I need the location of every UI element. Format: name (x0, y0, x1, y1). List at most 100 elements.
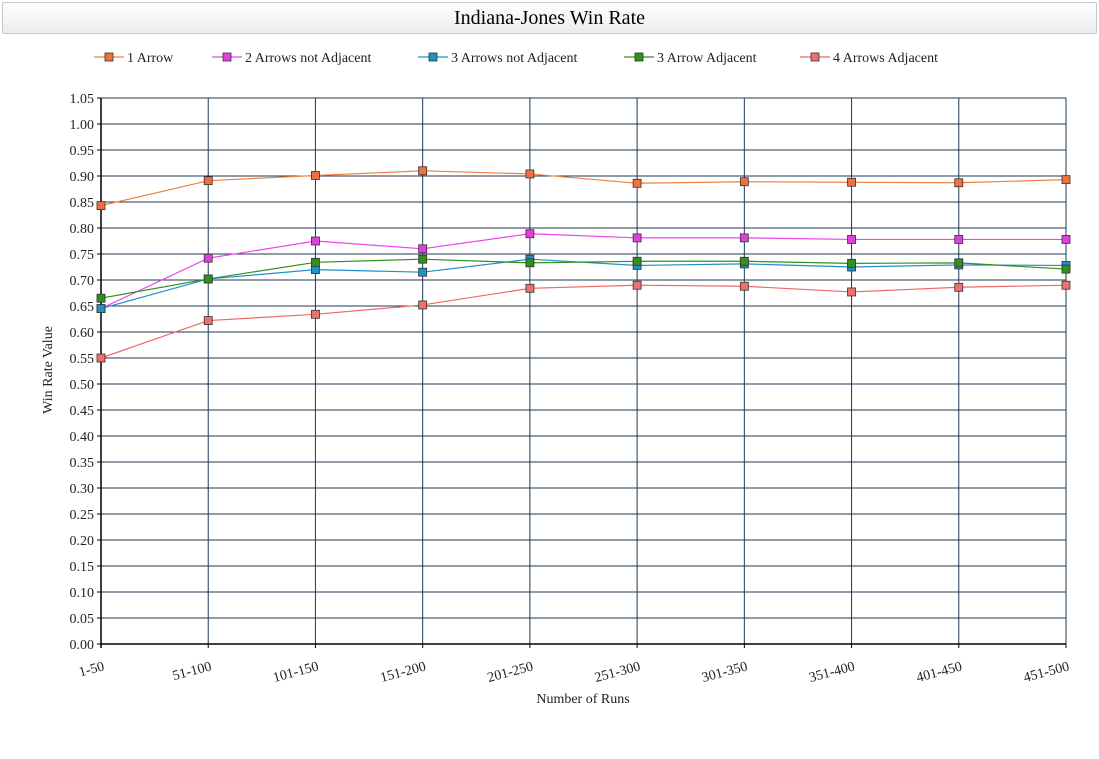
data-point[interactable] (418, 244, 428, 254)
y-tick-label: 0.75 (70, 248, 95, 263)
y-tick-label: 0.30 (70, 482, 95, 497)
data-point[interactable] (739, 256, 749, 266)
data-point[interactable] (311, 265, 320, 275)
x-tick-label: 51-100 (171, 659, 213, 684)
legend-marker (428, 52, 438, 62)
data-point[interactable] (525, 229, 535, 239)
data-point[interactable] (418, 300, 428, 310)
y-tick-label: 0.95 (70, 144, 95, 159)
data-point[interactable] (847, 235, 856, 244)
legend-label: 2 Arrows not Adjacent (245, 51, 371, 66)
x-axis: 1-50 51-100 101-150 151-200 201-250 251-300 30… (77, 644, 1071, 686)
data-point[interactable] (96, 293, 106, 303)
data-point[interactable] (525, 283, 535, 293)
series-2 (96, 229, 1071, 314)
x-tick-label: 101-150 (272, 659, 321, 686)
data-point[interactable] (418, 166, 428, 176)
data-point[interactable] (311, 309, 320, 319)
data-point[interactable] (418, 267, 428, 277)
legend-marker (104, 52, 114, 62)
y-tick-label: 0.90 (70, 170, 95, 185)
data-point[interactable] (96, 353, 106, 363)
x-tick-label: 201-250 (486, 659, 535, 686)
y-tick-label: 0.05 (70, 612, 95, 627)
x-tick-label: 451-500 (1022, 659, 1071, 686)
data-point[interactable] (525, 258, 535, 268)
chart-title: Indiana-Jones Win Rate (2, 2, 1097, 34)
grid (100, 97, 1067, 648)
y-tick-label: 1.00 (70, 118, 95, 133)
legend-item[interactable]: 3 Arrow Adjacent (624, 51, 757, 66)
data-point[interactable] (847, 287, 856, 297)
data-point[interactable] (1061, 280, 1071, 290)
data-point[interactable] (1061, 175, 1071, 185)
series-line (100, 284, 1067, 359)
y-tick-label: 0.80 (70, 222, 95, 237)
data-point[interactable] (739, 281, 749, 291)
legend-item[interactable]: 1 Arrow (94, 51, 174, 66)
data-point[interactable] (96, 201, 106, 211)
legend-marker (222, 52, 232, 62)
data-point[interactable] (418, 254, 428, 264)
x-tick-label: 1-50 (77, 659, 106, 680)
data-point[interactable] (954, 282, 964, 292)
y-tick-label: 0.00 (70, 638, 95, 653)
data-point[interactable] (203, 253, 213, 263)
data-point[interactable] (203, 274, 213, 284)
data-point[interactable] (847, 177, 856, 187)
legend-label: 4 Arrows Adjacent (833, 51, 938, 66)
data-point[interactable] (311, 257, 320, 267)
y-tick-label: 0.40 (70, 430, 95, 445)
series-line (100, 170, 1067, 207)
series-line (100, 258, 1067, 310)
y-axis-label: Win Rate Value (41, 326, 56, 414)
x-tick-label: 401-450 (915, 659, 964, 686)
x-tick-label: 251-300 (593, 659, 642, 686)
data-point[interactable] (632, 233, 642, 243)
data-point[interactable] (203, 316, 213, 325)
data-point[interactable] (847, 258, 856, 268)
legend-label: 1 Arrow (127, 51, 174, 66)
legend-item[interactable]: 4 Arrows Adjacent (800, 51, 938, 66)
y-tick-label: 0.70 (70, 274, 95, 289)
x-tick-label: 301-350 (700, 659, 749, 686)
y-tick-label: 0.25 (70, 508, 95, 523)
series-1 (96, 166, 1071, 211)
data-point[interactable] (954, 178, 964, 188)
data-point[interactable] (1061, 264, 1071, 274)
data-point[interactable] (311, 236, 320, 246)
data-point[interactable] (632, 178, 642, 188)
data-point[interactable] (954, 235, 964, 244)
y-tick-label: 0.35 (70, 456, 95, 471)
legend-label: 3 Arrow Adjacent (657, 51, 757, 66)
legend-label: 3 Arrows not Adjacent (451, 51, 577, 66)
x-axis-label: Number of Runs (536, 692, 629, 707)
data-point[interactable] (525, 169, 535, 179)
legend-item[interactable]: 2 Arrows not Adjacent (212, 51, 371, 66)
data-point[interactable] (203, 176, 213, 186)
data-point[interactable] (954, 258, 964, 268)
data-point[interactable] (632, 280, 642, 290)
data-point[interactable] (311, 171, 320, 180)
y-tick-label: 0.45 (70, 404, 95, 419)
data-point[interactable] (96, 304, 106, 314)
x-tick-label: 151-200 (379, 659, 428, 686)
y-tick-label: 0.65 (70, 300, 95, 315)
y-tick-label: 0.60 (70, 326, 95, 341)
series-layer (96, 166, 1071, 363)
y-axis: 0.00 0.05 0.10 0.15 0.20 0.25 0.30 0.35 0.40 0.45… (70, 92, 101, 653)
legend: 1 Arrow 2 Arrows not Adjacent 3 Arrows not… (94, 51, 938, 66)
data-point[interactable] (739, 177, 749, 187)
y-tick-label: 1.05 (70, 92, 95, 107)
data-point[interactable] (739, 233, 749, 243)
y-tick-label: 0.55 (70, 352, 95, 367)
data-point[interactable] (632, 256, 642, 266)
x-tick-label: 351-400 (808, 659, 857, 686)
series-5 (96, 280, 1071, 363)
legend-item[interactable]: 3 Arrows not Adjacent (418, 51, 577, 66)
data-point[interactable] (1061, 235, 1071, 244)
series-3 (96, 254, 1071, 314)
series-line (100, 258, 1067, 299)
